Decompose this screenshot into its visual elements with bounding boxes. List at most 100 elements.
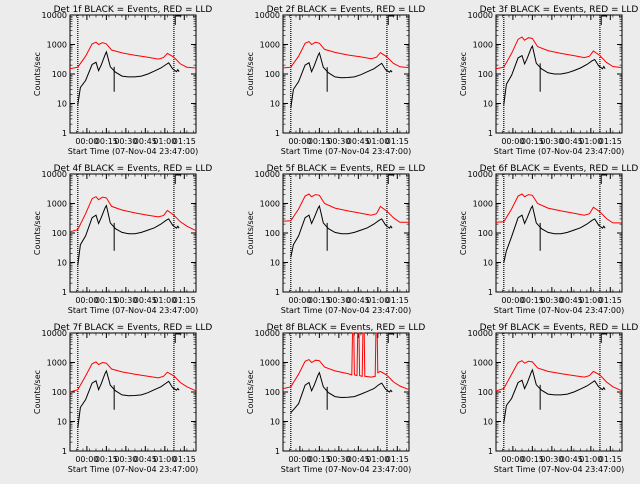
bracket-marker — [387, 174, 395, 184]
x-tick-label: 01:15 — [386, 137, 409, 146]
panel-title: Det 7f BLACK = Events, RED = LLD — [54, 323, 213, 333]
bracket-marker — [174, 15, 182, 25]
plot-frame — [282, 173, 410, 293]
x-tick-label: 00:15 — [308, 296, 331, 305]
y-axis-label: Counts/sec — [33, 211, 42, 255]
bracket-marker — [600, 174, 608, 184]
y-tick-label: 10 — [270, 418, 280, 427]
y-tick-label: 1000 — [47, 41, 67, 50]
y-tick-label: 1 — [62, 288, 67, 297]
y-axis-label: Counts/sec — [246, 211, 255, 255]
lld-line — [282, 332, 410, 391]
x-tick-label: 00:00 — [288, 455, 311, 464]
y-tick-label: 100 — [265, 70, 280, 79]
x-tick-label: 00:15 — [95, 296, 118, 305]
x-axis-label: Start Time (07-Nov-04 23:47:00) — [68, 306, 198, 315]
y-tick-label: 100 — [52, 70, 67, 79]
events-line — [77, 50, 180, 105]
x-axis-label: Start Time (07-Nov-04 23:47:00) — [68, 147, 198, 156]
y-tick-label: 1000 — [260, 200, 280, 209]
plot-frame — [69, 173, 197, 293]
events-line — [503, 368, 606, 423]
x-tick-label: 00:00 — [501, 137, 524, 146]
lld-line — [69, 196, 197, 233]
x-tick-label: 01:15 — [386, 296, 409, 305]
y-tick-label: 10000 — [468, 11, 493, 20]
lld-line — [495, 36, 623, 70]
bracket-marker — [387, 333, 395, 343]
x-tick-label: 00:00 — [501, 296, 524, 305]
y-tick-label: 100 — [478, 229, 493, 238]
lld-line — [495, 193, 622, 224]
lld-line — [495, 360, 623, 392]
lld-line — [69, 361, 197, 393]
y-tick-label: 10000 — [468, 170, 493, 179]
x-tick-label: 00:00 — [75, 455, 98, 464]
y-tick-label: 10 — [270, 100, 280, 109]
y-tick-label: 10 — [57, 418, 67, 427]
y-tick-label: 1 — [62, 447, 67, 456]
x-tick-label: 01:00 — [579, 455, 602, 464]
x-tick-label: 00:30 — [114, 455, 137, 464]
x-tick-label: 00:30 — [114, 137, 137, 146]
y-tick-label: 1000 — [473, 359, 493, 368]
panel-title: Det 9f BLACK = Events, RED = LLD — [480, 323, 639, 333]
x-tick-label: 01:15 — [173, 296, 196, 305]
x-tick-label: 00:30 — [540, 455, 563, 464]
y-axis-label: Counts/sec — [246, 52, 255, 96]
y-tick-label: 10000 — [255, 170, 280, 179]
y-tick-label: 1 — [275, 129, 280, 138]
y-tick-label: 10 — [483, 418, 493, 427]
x-tick-label: 00:15 — [521, 455, 544, 464]
y-axis-label: Counts/sec — [459, 370, 468, 414]
y-tick-label: 10 — [57, 100, 67, 109]
x-tick-label: 00:30 — [327, 137, 350, 146]
y-axis-label: Counts/sec — [459, 211, 468, 255]
x-tick-label: 01:15 — [599, 137, 622, 146]
panel-title: Det 5f BLACK = Events, RED = LLD — [267, 164, 426, 174]
plot-frame — [69, 14, 197, 134]
x-tick-label: 00:45 — [134, 296, 157, 305]
y-axis-label: Counts/sec — [33, 370, 42, 414]
x-tick-label: 01:15 — [173, 137, 196, 146]
y-tick-label: 1 — [275, 288, 280, 297]
x-tick-label: 01:00 — [366, 137, 389, 146]
x-axis-label: Start Time (07-Nov-04 23:47:00) — [68, 465, 198, 474]
lld-line — [69, 41, 197, 70]
y-tick-label: 100 — [265, 229, 280, 238]
x-tick-label: 01:00 — [366, 455, 389, 464]
panel-title: Det 6f BLACK = Events, RED = LLD — [480, 164, 639, 174]
bracket-marker — [600, 15, 608, 25]
y-tick-label: 1000 — [47, 200, 67, 209]
x-tick-label: 00:15 — [308, 137, 331, 146]
events-line — [290, 51, 393, 109]
x-tick-label: 00:45 — [347, 137, 370, 146]
lld-line — [282, 40, 410, 69]
x-tick-label: 01:00 — [153, 137, 176, 146]
x-tick-label: 00:45 — [560, 137, 583, 146]
y-tick-label: 100 — [52, 388, 67, 397]
bracket-marker — [174, 174, 182, 184]
y-tick-label: 10000 — [255, 11, 280, 20]
y-tick-label: 10 — [57, 259, 67, 268]
y-tick-label: 10000 — [42, 329, 67, 338]
x-axis-label: Start Time (07-Nov-04 23:47:00) — [281, 147, 411, 156]
x-axis-label: Start Time (07-Nov-04 23:47:00) — [494, 306, 624, 315]
x-tick-label: 00:15 — [95, 137, 118, 146]
x-tick-label: 01:15 — [599, 455, 622, 464]
y-tick-label: 10 — [483, 259, 493, 268]
y-tick-label: 1000 — [473, 41, 493, 50]
x-tick-label: 01:15 — [173, 455, 196, 464]
x-axis-label: Start Time (07-Nov-04 23:47:00) — [494, 147, 624, 156]
x-tick-label: 00:00 — [501, 455, 524, 464]
y-tick-label: 10000 — [42, 11, 67, 20]
y-tick-label: 1000 — [473, 200, 493, 209]
plot-frame — [495, 173, 623, 293]
x-tick-label: 00:30 — [540, 137, 563, 146]
y-tick-label: 1 — [488, 288, 493, 297]
x-axis-label: Start Time (07-Nov-04 23:47:00) — [494, 465, 624, 474]
y-tick-label: 10000 — [255, 329, 280, 338]
x-tick-label: 01:00 — [366, 296, 389, 305]
